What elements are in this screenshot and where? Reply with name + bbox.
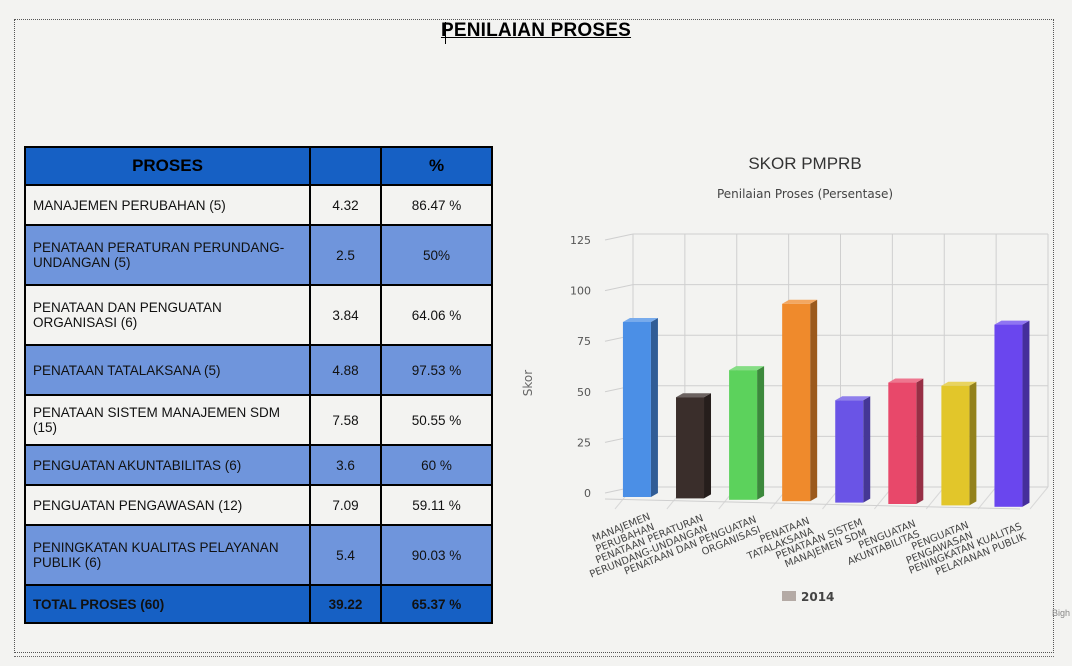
grid-line-floor: [977, 486, 997, 510]
bar: [888, 382, 917, 504]
bar-top: [888, 378, 924, 383]
bar-side: [863, 396, 871, 503]
grid-line-side: [604, 284, 634, 292]
text-cursor: [445, 22, 446, 44]
row-name: PENATAAN TATALAKSANA (5): [24, 344, 311, 396]
bar-top: [729, 366, 765, 371]
row-percent: 59.11 %: [380, 484, 493, 526]
y-tick-label: 125: [570, 234, 591, 247]
bar-top: [994, 320, 1030, 325]
row-name: MANAJEMEN PERUBAHAN (5): [24, 184, 311, 226]
bar: [676, 397, 705, 499]
row-percent: 86.47 %: [380, 184, 493, 226]
chart-canvas: SKOR PMPRB Penilaian Proses (Persentase) S…: [521, 154, 1049, 604]
table-row: PENGUATAN AKUNTABILITAS (6) 3.6 60 %: [24, 444, 493, 486]
column-header-percent: %: [380, 146, 493, 186]
bottom-divider: [14, 656, 1054, 657]
table-row: PENATAAN PERATURAN PERUNDANG-UNDANGAN (5…: [24, 224, 493, 286]
y-tick-label: 25: [577, 436, 591, 449]
row-percent: 97.53 %: [380, 344, 493, 396]
bar-side: [757, 366, 765, 500]
row-percent: 90.03 %: [380, 524, 493, 586]
bar-chart: SKOR PMPRB Penilaian Proses (Persentase) S…: [510, 140, 1055, 620]
grid-line-floor: [925, 486, 945, 510]
row-percent: 60 %: [380, 444, 493, 486]
row-percent: 50.55 %: [380, 394, 493, 446]
table-total-row: TOTAL PROSES (60) 39.22 65.37 %: [24, 584, 493, 624]
table-row: PENATAAN TATALAKSANA (5) 4.88 97.53 %: [24, 344, 493, 396]
page-frame: [14, 19, 1054, 653]
proses-table: PROSES % MANAJEMEN PERUBAHAN (5) 4.32 86…: [24, 146, 493, 624]
row-score: 4.32: [309, 184, 382, 226]
row-score: 2.5: [309, 224, 382, 286]
table-header-row: PROSES %: [24, 146, 493, 186]
row-name: PENINGKATAN KUALITAS PELAYANAN PUBLIK (6…: [24, 524, 311, 586]
bar-top: [622, 317, 658, 322]
row-name: PENATAAN PERATURAN PERUNDANG-UNDANGAN (5…: [24, 224, 311, 286]
row-name: PENGUATAN PENGAWASAN (12): [24, 484, 311, 526]
total-name: TOTAL PROSES (60): [24, 584, 311, 624]
bar: [729, 370, 758, 500]
grid-line-floor: [1029, 486, 1049, 510]
grid-line-side: [604, 233, 634, 241]
table-row: PENATAAN DAN PENGUATAN ORGANISASI (6) 3.…: [24, 284, 493, 346]
bar: [994, 324, 1023, 507]
page-title: PENILAIAN PROSES: [440, 20, 632, 41]
bar-top: [782, 299, 818, 304]
y-tick-label: 75: [577, 335, 591, 348]
column-header-score: [309, 146, 382, 186]
row-percent: 64.06 %: [380, 284, 493, 346]
row-score: 5.4: [309, 524, 382, 586]
y-axis-label: Skor: [521, 370, 535, 396]
row-name: PENATAAN SISTEM MANAJEMEN SDM (15): [24, 394, 311, 446]
bar: [622, 321, 651, 497]
watermark: Bigh: [1052, 608, 1071, 618]
bar-side: [704, 393, 712, 499]
bar: [835, 400, 864, 503]
total-score: 39.22: [309, 584, 382, 624]
y-tick-label: 50: [577, 386, 591, 399]
bar-top: [941, 381, 977, 386]
bar: [782, 303, 811, 502]
row-name: PENATAAN DAN PENGUATAN ORGANISASI (6): [24, 284, 311, 346]
bar-side: [916, 378, 924, 504]
bar-top: [676, 393, 712, 398]
table-row: PENATAAN SISTEM MANAJEMEN SDM (15) 7.58 …: [24, 394, 493, 446]
table-row: PENGUATAN PENGAWASAN (12) 7.09 59.11 %: [24, 484, 493, 526]
bar-side: [1022, 320, 1030, 507]
total-percent: 65.37 %: [380, 584, 493, 624]
y-tick-label: 100: [570, 285, 591, 298]
row-score: 4.88: [309, 344, 382, 396]
bar-side: [650, 317, 658, 497]
floor-front-edge: [604, 498, 1021, 510]
bar: [941, 385, 970, 506]
column-header-proses: PROSES: [24, 146, 311, 186]
row-score: 3.84: [309, 284, 382, 346]
bar-side: [810, 299, 818, 502]
y-tick-label: 0: [584, 487, 591, 500]
chart-subtitle: Penilaian Proses (Persentase): [717, 187, 893, 201]
row-name: PENGUATAN AKUNTABILITAS (6): [24, 444, 311, 486]
row-score: 7.09: [309, 484, 382, 526]
bar-top: [835, 396, 871, 401]
legend-label: 2014: [801, 590, 834, 604]
row-score: 7.58: [309, 394, 382, 446]
bar-side: [969, 381, 977, 506]
table-row: PENINGKATAN KUALITAS PELAYANAN PUBLIK (6…: [24, 524, 493, 586]
row-percent: 50%: [380, 224, 493, 286]
row-score: 3.6: [309, 444, 382, 486]
legend-swatch: [782, 591, 796, 601]
chart-title: SKOR PMPRB: [748, 154, 861, 173]
table-row: MANAJEMEN PERUBAHAN (5) 4.32 86.47 %: [24, 184, 493, 226]
